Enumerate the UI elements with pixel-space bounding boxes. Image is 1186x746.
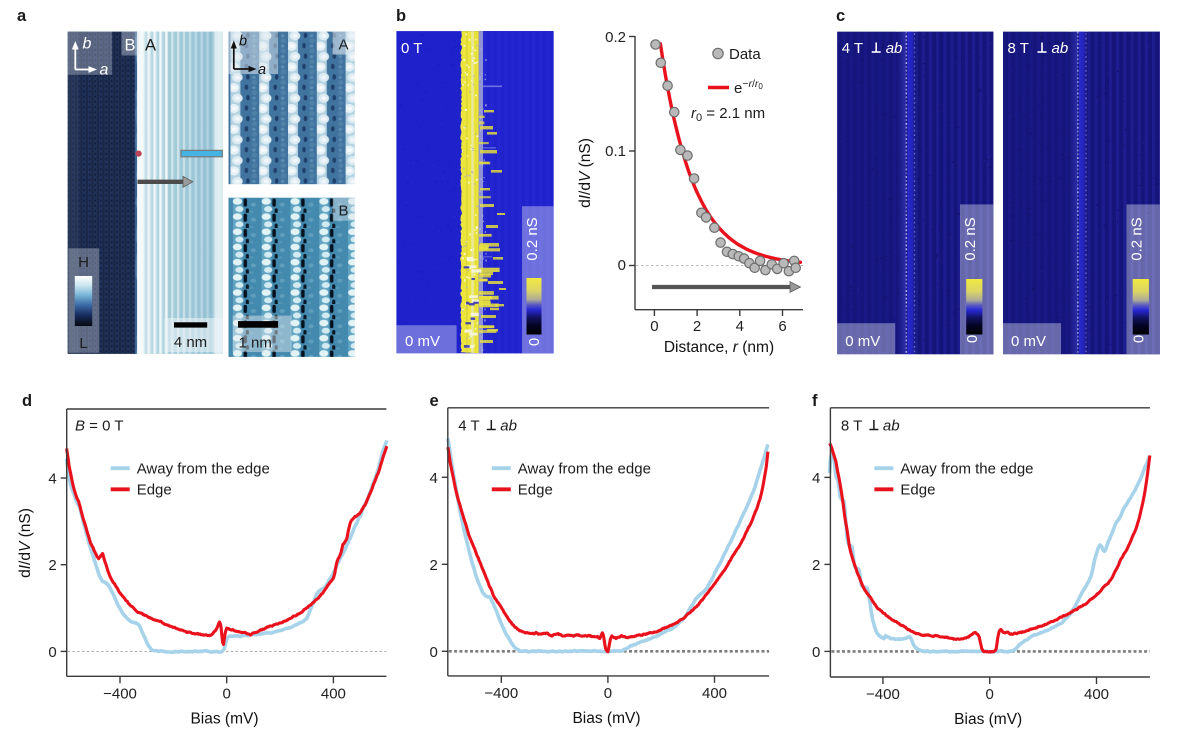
svg-text:B: B <box>125 37 136 55</box>
svg-text:ab: ab <box>500 418 517 435</box>
svg-text:a: a <box>17 7 27 25</box>
svg-text:a: a <box>258 62 266 78</box>
svg-text:0: 0 <box>429 644 437 661</box>
svg-text:c: c <box>836 7 845 25</box>
svg-text:Data: Data <box>729 46 761 63</box>
svg-text:a: a <box>100 62 109 79</box>
svg-text:4: 4 <box>736 318 744 335</box>
svg-text:d: d <box>22 392 32 410</box>
svg-text:0.2 nS: 0.2 nS <box>524 217 541 260</box>
svg-text:Away from the edge: Away from the edge <box>137 461 270 478</box>
svg-text:b: b <box>396 7 406 25</box>
svg-text:ab: ab <box>1052 40 1069 57</box>
svg-text:Away from the edge: Away from the edge <box>518 461 651 478</box>
svg-text:0.2: 0.2 <box>605 29 626 46</box>
svg-text:Bias (mV): Bias (mV) <box>190 710 258 727</box>
svg-text:0: 0 <box>964 335 981 343</box>
svg-text:Bias (mV): Bias (mV) <box>954 711 1022 728</box>
svg-text:−400: −400 <box>866 686 900 703</box>
svg-text:dI/dV (nS): dI/dV (nS) <box>577 138 594 208</box>
svg-text:0: 0 <box>1131 335 1148 343</box>
svg-text:1 nm: 1 nm <box>239 335 272 352</box>
svg-text:ab: ab <box>883 418 900 435</box>
svg-text:0: 0 <box>986 686 994 703</box>
svg-text:0: 0 <box>812 644 820 661</box>
svg-text:0: 0 <box>650 318 658 335</box>
svg-text:6: 6 <box>778 318 786 335</box>
svg-text:0: 0 <box>618 257 626 274</box>
svg-text:4: 4 <box>429 470 437 487</box>
svg-text:H: H <box>78 254 89 271</box>
svg-text:0 mV: 0 mV <box>1011 333 1046 350</box>
svg-text:4 T: 4 T <box>458 418 479 435</box>
svg-text:dI/dV (nS): dI/dV (nS) <box>17 508 34 578</box>
svg-text:0: 0 <box>526 338 543 346</box>
svg-text:0 mV: 0 mV <box>845 333 880 350</box>
svg-text:0 mV: 0 mV <box>405 333 440 350</box>
svg-text:Bias (mV): Bias (mV) <box>572 710 640 727</box>
svg-text:B = 0 T: B = 0 T <box>75 418 124 435</box>
svg-text:0 T: 0 T <box>401 40 422 57</box>
svg-text:400: 400 <box>1084 686 1109 703</box>
svg-text:0: 0 <box>48 644 56 661</box>
svg-text:e: e <box>430 392 439 410</box>
svg-text:400: 400 <box>321 685 346 702</box>
svg-text:8 T: 8 T <box>841 418 862 435</box>
svg-text:Edge: Edge <box>137 482 172 499</box>
svg-text:2: 2 <box>693 318 701 335</box>
svg-text:0: 0 <box>604 685 612 702</box>
svg-text:2: 2 <box>429 557 437 574</box>
svg-text:L: L <box>79 335 87 352</box>
svg-text:0: 0 <box>223 685 231 702</box>
svg-text:2: 2 <box>48 557 56 574</box>
svg-text:b: b <box>83 36 92 53</box>
svg-text:2: 2 <box>812 557 820 574</box>
svg-text:r0 = 2.1 nm: r0 = 2.1 nm <box>691 105 765 124</box>
svg-text:A: A <box>338 37 348 54</box>
svg-text:b: b <box>239 34 247 50</box>
svg-text:400: 400 <box>702 685 727 702</box>
svg-text:4 T: 4 T <box>842 40 863 57</box>
svg-text:Away from the edge: Away from the edge <box>900 461 1033 478</box>
svg-text:−400: −400 <box>103 685 137 702</box>
svg-text:ab: ab <box>886 40 903 57</box>
svg-text:Distance, r (nm): Distance, r (nm) <box>664 339 774 356</box>
svg-text:0.1: 0.1 <box>605 143 626 160</box>
svg-text:f: f <box>812 392 818 410</box>
svg-text:A: A <box>145 37 156 55</box>
svg-text:4 nm: 4 nm <box>174 334 207 351</box>
svg-text:4: 4 <box>812 470 820 487</box>
svg-text:Edge: Edge <box>518 482 553 499</box>
svg-text:0.2 nS: 0.2 nS <box>1129 217 1146 260</box>
svg-text:8 T: 8 T <box>1008 40 1029 57</box>
svg-text:4: 4 <box>48 471 56 488</box>
svg-text:Edge: Edge <box>900 482 935 499</box>
svg-text:−400: −400 <box>484 685 518 702</box>
svg-text:0.2 nS: 0.2 nS <box>962 217 979 260</box>
svg-text:B: B <box>338 203 348 220</box>
